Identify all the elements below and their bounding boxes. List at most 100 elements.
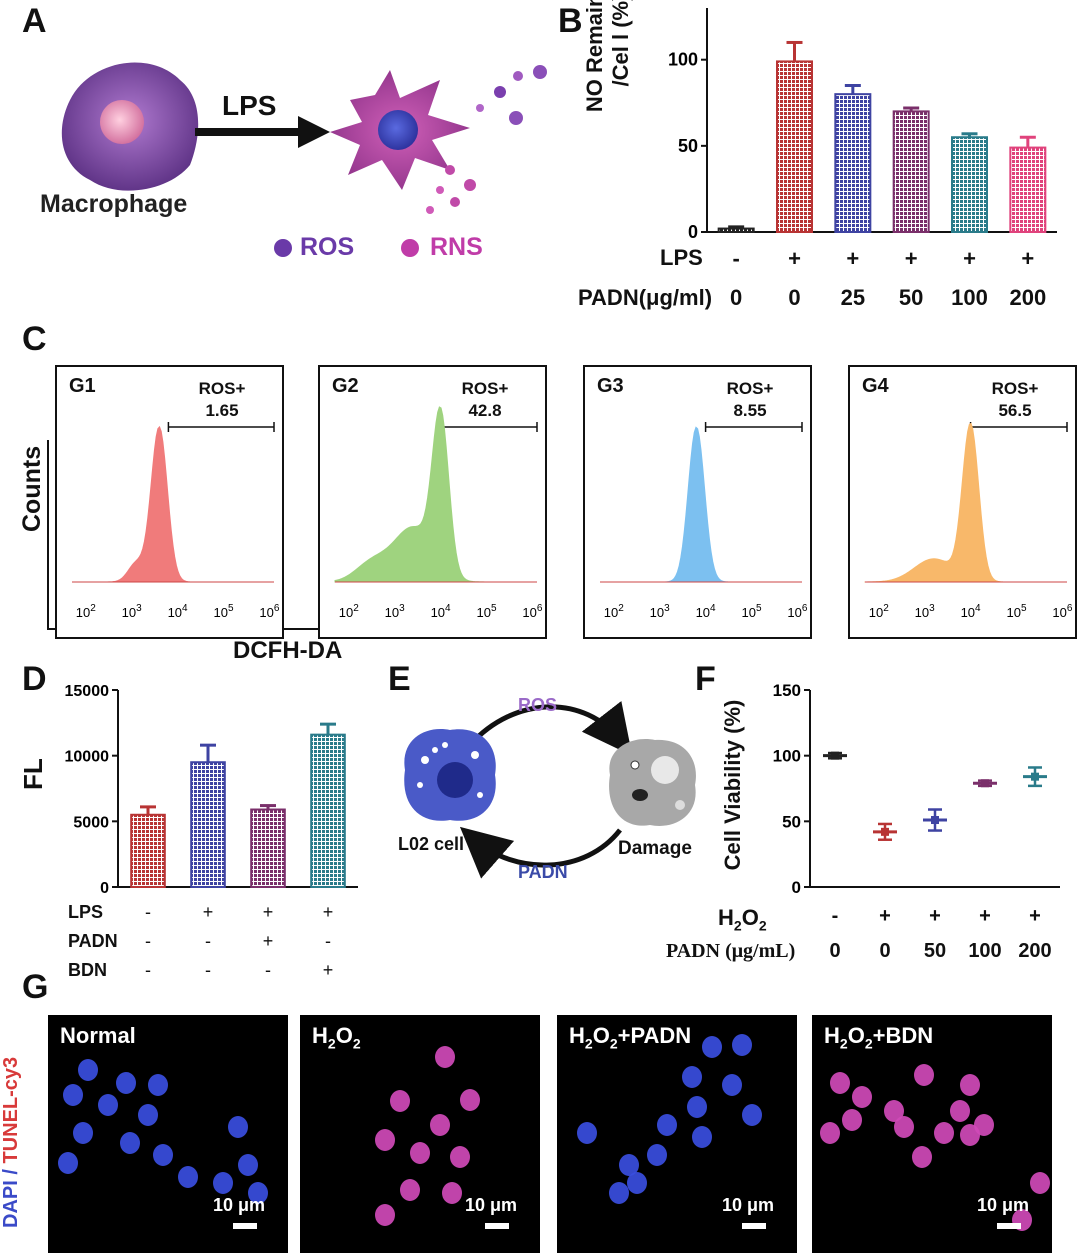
x-tick-label: 104 (696, 603, 716, 620)
x-tick-label: 103 (385, 603, 405, 620)
panel-d-row-label: PADN (68, 931, 118, 951)
panel-d-cond-value: + (322, 960, 334, 980)
panel-d-cond-value: + (202, 902, 214, 922)
scale-bar-label: 10 μm (977, 1195, 1030, 1215)
panel-b-padn-value: 0 (730, 285, 743, 310)
cell-nucleus (58, 1152, 78, 1174)
bar (717, 227, 755, 234)
histogram-curve (72, 425, 274, 583)
activated-macrophage (330, 70, 470, 190)
cell-nucleus (722, 1074, 742, 1096)
cell-nucleus (178, 1166, 198, 1188)
histogram-plot: 102 103 104 105 106 (334, 406, 543, 620)
panel-b-ylabel-line2: /Cel l (%) (608, 0, 633, 87)
gate-label: ROS+ (726, 379, 774, 398)
bar (1009, 146, 1047, 233)
scale-bar-label: 10 μm (465, 1195, 518, 1215)
micrograph-cells (58, 1059, 268, 1204)
dapi-label: DAPI (0, 1180, 22, 1228)
cell-nucleus (960, 1124, 980, 1146)
panel-b-lps-value: + (963, 246, 976, 271)
macrophage-cell (61, 62, 199, 191)
panel-a-illustration (61, 62, 547, 257)
bar (130, 813, 166, 888)
panel-d-cond-value: + (262, 931, 274, 951)
cell-nucleus (609, 1182, 629, 1204)
histogram-curve (334, 406, 537, 583)
x-tick-label: 102 (76, 603, 96, 620)
panel-b-row1-label: LPS (660, 245, 703, 270)
cell-nucleus (842, 1109, 862, 1131)
y-tick-label: 100 (773, 747, 801, 766)
cell-nucleus (577, 1122, 597, 1144)
micrograph-label: H2O2+BDN (824, 1023, 934, 1052)
y-tick-label: 5000 (73, 814, 109, 831)
y-tick-label: 0 (792, 878, 801, 897)
data-point (1031, 772, 1039, 781)
cell-nucleus (619, 1154, 639, 1176)
cell-nucleus (460, 1089, 480, 1111)
cell-nucleus (375, 1204, 395, 1226)
cell-nucleus (78, 1059, 98, 1081)
panel-b-row2-label: PADN(μg/ml) (578, 285, 713, 310)
micrograph-label: H2O2 (312, 1023, 361, 1052)
bar (310, 733, 346, 888)
histogram-curve (600, 426, 802, 583)
lps-arrow (195, 116, 330, 148)
y-tick-label: 50 (782, 812, 801, 831)
x-tick-label: 103 (650, 603, 670, 620)
cell-nucleus (627, 1172, 647, 1194)
histogram-plot: 102 103 104 105 106 (864, 422, 1073, 620)
panel-b-padn-value: 25 (840, 285, 866, 310)
panel-label-d: D (22, 660, 47, 698)
panel-b-padn-value: 100 (951, 285, 988, 310)
tunel-label: TUNEL-cy3 (0, 1056, 22, 1164)
cell-nucleus (912, 1146, 932, 1168)
panel-b-lps-value: + (1021, 246, 1035, 271)
micrograph-image: H2O2+BDN 10 μm (812, 1015, 1052, 1253)
micrograph-image: Normal 10 μm (48, 1015, 288, 1253)
panel-e-cell-label: L02 cell (398, 834, 465, 854)
damaged-cell-icon (609, 739, 696, 826)
gate-percentage: 1.65 (205, 401, 239, 420)
cell-nucleus (934, 1122, 954, 1144)
cell-nucleus (687, 1096, 707, 1118)
panel-c-ylabel: Counts (18, 445, 46, 532)
histogram-panel: G1 ROS+ 1.65 102 103 104 105 106 (55, 365, 284, 639)
panel-d-cond-value: + (262, 902, 274, 922)
panel-e-padn-label: PADN (518, 862, 568, 882)
y-tick-label: 0 (100, 880, 109, 897)
cell-nucleus (914, 1064, 934, 1086)
panel-label-b: B (558, 2, 583, 40)
cell-nucleus (248, 1182, 268, 1204)
panel-d-cond-value: - (265, 960, 271, 980)
data-point (881, 827, 889, 836)
panel-label-c: C (22, 320, 47, 358)
cell-nucleus (682, 1066, 702, 1088)
cell-nucleus (894, 1116, 914, 1138)
panel-g-side-label: DAPI / TUNEL-cy3 (0, 1057, 23, 1228)
panel-f-padn-value: 100 (968, 940, 1002, 962)
panel-f-padn-value: 200 (1018, 940, 1052, 962)
panel-b-ylabel-line1: NO Remained (582, 0, 607, 113)
panel-b-lps-value: + (904, 246, 918, 271)
y-tick-label: 10000 (65, 749, 110, 766)
cell-nucleus (442, 1182, 462, 1204)
gate-label: ROS+ (461, 379, 509, 398)
padn-arrow (459, 826, 622, 879)
cell-nucleus (820, 1122, 840, 1144)
bar (834, 93, 872, 234)
cell-nucleus (732, 1034, 752, 1056)
ros-legend-label: ROS (300, 233, 355, 261)
x-tick-label: 106 (787, 603, 807, 620)
micrograph-image: H2O2+PADN 10 μm (557, 1015, 797, 1253)
panel-d-ylabel: FL (18, 758, 48, 790)
cell-nucleus (238, 1154, 258, 1176)
panel-b-padn-value: 50 (898, 285, 924, 310)
panel-f-row2-label: PADN (μg/mL) (666, 940, 796, 962)
gate-label: ROS+ (991, 379, 1039, 398)
cell-nucleus (435, 1046, 455, 1068)
panel-e-ros-label: ROS (518, 695, 558, 715)
panel-f-padn-value: 50 (923, 940, 947, 962)
panel-d-row-label: LPS (68, 902, 104, 922)
